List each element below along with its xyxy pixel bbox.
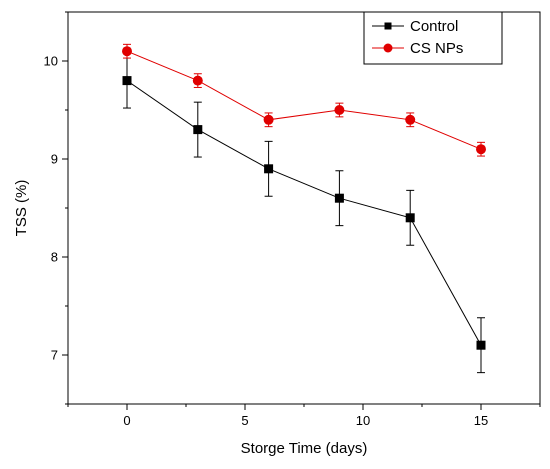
data-point-cs-nps (192, 75, 203, 86)
x-axis-label: Storge Time (days) (241, 440, 368, 457)
x-tick-label: 15 (474, 413, 488, 428)
x-tick-label: 5 (241, 413, 248, 428)
y-tick-label: 7 (51, 348, 58, 363)
data-point-cs-nps (476, 144, 486, 155)
data-point-control (476, 340, 486, 350)
y-axis-label: TSS (%) (13, 180, 30, 237)
series-layer (122, 43, 486, 374)
y-tick-label: 9 (51, 152, 58, 167)
legend-marker-control (384, 22, 392, 30)
x-tick-label: 0 (123, 413, 130, 428)
legend-box (363, 11, 503, 65)
y-axis-ticks: 7 8 9 10 (44, 11, 68, 405)
y-tick-label: 8 (51, 250, 58, 265)
legend: Control CS NPs (363, 11, 503, 65)
data-point-cs-nps (263, 114, 274, 125)
data-point-cs-nps (334, 105, 345, 115)
legend-label-cs-nps: CS NPs (410, 40, 463, 57)
data-point-control (193, 125, 203, 135)
x-axis-ticks: 0 5 10 15 (67, 404, 541, 428)
series-line-cs-nps (126, 50, 482, 150)
series-line-control (126, 80, 482, 346)
data-point-control (334, 193, 344, 203)
x-tick-label: 10 (356, 413, 370, 428)
y-tick-label: 10 (44, 54, 58, 69)
legend-marker-cs-nps (383, 43, 393, 53)
data-point-control (405, 213, 415, 223)
data-point-cs-nps (405, 114, 416, 125)
legend-label-control: Control (410, 18, 458, 35)
data-point-control (122, 76, 132, 86)
data-point-control (264, 164, 274, 174)
data-point-cs-nps (122, 46, 132, 57)
plot-frame (67, 11, 541, 405)
